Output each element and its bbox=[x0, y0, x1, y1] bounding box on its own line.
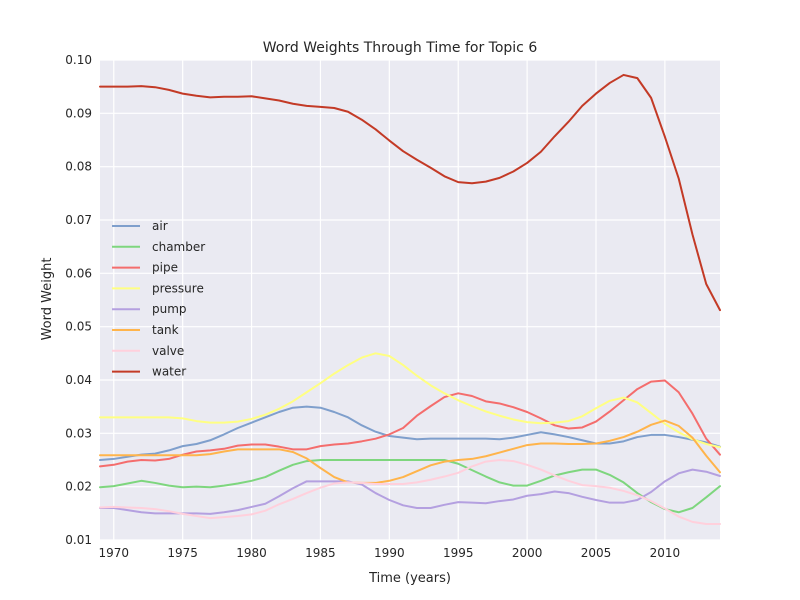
x-axis-title: Time (years) bbox=[368, 571, 451, 586]
x-tick-label: 1975 bbox=[167, 546, 198, 560]
legend-label-pump: pump bbox=[152, 302, 187, 316]
y-tick-label: 0.10 bbox=[65, 53, 92, 67]
y-tick-label: 0.07 bbox=[65, 213, 92, 227]
x-tick-label: 2000 bbox=[512, 546, 543, 560]
legend-label-air: air bbox=[152, 219, 168, 233]
y-tick-label: 0.04 bbox=[65, 373, 92, 387]
y-tick-label: 0.02 bbox=[65, 480, 92, 494]
x-tick-label: 1990 bbox=[374, 546, 405, 560]
x-tick-label: 2005 bbox=[581, 546, 612, 560]
series-line-water bbox=[99, 73, 721, 312]
series-line-pipe bbox=[99, 379, 721, 468]
y-tick-label: 0.03 bbox=[65, 426, 92, 440]
y-tick-label: 0.01 bbox=[65, 533, 92, 547]
plot-area bbox=[100, 60, 720, 540]
legend-label-water: water bbox=[152, 365, 186, 379]
series-line-valve bbox=[99, 459, 721, 525]
series-line-pressure bbox=[99, 352, 721, 449]
y-tick-label: 0.05 bbox=[65, 320, 92, 334]
legend-label-valve: valve bbox=[152, 344, 184, 358]
legend-label-chamber: chamber bbox=[152, 240, 205, 254]
x-tick-label: 1970 bbox=[99, 546, 130, 560]
legend: air chamber pipe pressure pump tank valve water bbox=[112, 219, 205, 379]
legend-label-tank: tank bbox=[152, 323, 179, 337]
x-tick-label: 1980 bbox=[236, 546, 267, 560]
series-line-air bbox=[99, 405, 721, 461]
series-line-pump bbox=[99, 468, 721, 515]
chart-title: Word Weights Through Time for Topic 6 bbox=[263, 40, 538, 56]
series-line-tank bbox=[99, 419, 721, 484]
y-tick-label: 0.08 bbox=[65, 160, 92, 174]
x-tick-label: 2010 bbox=[650, 546, 681, 560]
x-tick-label: 1995 bbox=[443, 546, 474, 560]
x-tick-label: 1985 bbox=[305, 546, 336, 560]
series-line-chamber bbox=[99, 459, 721, 514]
legend-label-pressure: pressure bbox=[152, 281, 204, 295]
series-lines bbox=[99, 73, 721, 525]
y-axis-ticks: 0.01 0.02 0.03 0.04 0.05 0.06 0.07 0.08 0.09 0.10 bbox=[65, 53, 92, 547]
y-tick-label: 0.09 bbox=[65, 106, 92, 120]
y-tick-label: 0.06 bbox=[65, 266, 92, 280]
x-axis-ticks: 1970 1975 1980 1985 1990 1995 2000 2005 2010 bbox=[99, 546, 681, 560]
y-axis-title: Word Weight bbox=[40, 258, 55, 341]
legend-label-pipe: pipe bbox=[152, 261, 178, 275]
